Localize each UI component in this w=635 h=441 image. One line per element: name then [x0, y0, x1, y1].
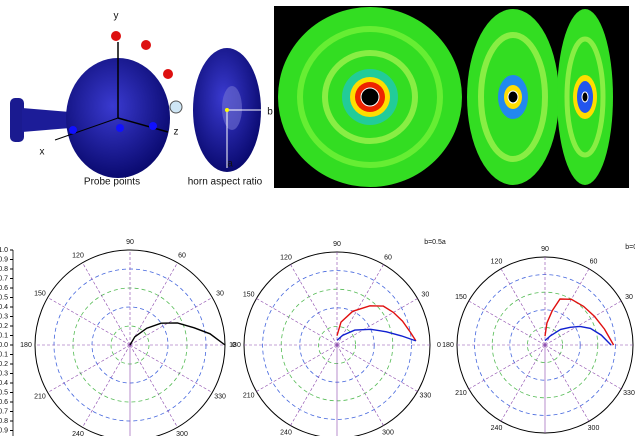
angle-label: 150: [243, 291, 255, 298]
r-tick-label: 0.6: [0, 285, 8, 292]
r-tick-label: 0.9: [0, 427, 8, 434]
angle-label: 120: [72, 253, 84, 260]
angle-label: 300: [588, 425, 600, 432]
r-tick-label: 0.0: [0, 342, 8, 349]
angle-label: 330: [623, 390, 635, 397]
spoke: [130, 298, 212, 346]
angle-label: 90: [541, 246, 549, 253]
spoke: [83, 345, 131, 427]
spoke: [83, 263, 131, 345]
angle-label: 60: [178, 253, 186, 260]
spoke: [291, 345, 338, 426]
r-tick-label: 0.1: [0, 332, 8, 339]
figure: y x z b a Probe points horn aspect ratio…: [0, 0, 635, 436]
r-tick-label: 0.4: [0, 304, 8, 311]
angle-label: 90: [333, 241, 341, 248]
dim-a-label: a: [227, 159, 233, 170]
caption: Probe points: [84, 177, 140, 188]
angle-label: 120: [491, 259, 503, 266]
r-tick-label: 0.1: [0, 351, 8, 358]
spoke: [48, 298, 130, 346]
angle-label: 60: [384, 254, 392, 261]
angle-label: 30: [421, 291, 429, 298]
series-line: [337, 306, 416, 341]
caption: horn aspect ratio: [188, 177, 263, 188]
angle-label: 0: [437, 342, 441, 349]
r-tick-label: 0.2: [0, 361, 8, 368]
angle-label: 300: [382, 429, 394, 436]
r-tick-label: 0.3: [0, 370, 8, 377]
spoke: [256, 345, 337, 392]
r-tick-label: 0.9: [0, 256, 8, 263]
angle-label: 300: [176, 431, 188, 436]
r-tick-label: 0.5: [0, 389, 8, 396]
r-tick-label: 0.7: [0, 408, 8, 415]
r-tick-label: 0.3: [0, 313, 8, 320]
angle-label: 150: [455, 294, 467, 301]
spoke: [501, 269, 545, 345]
axis-y-label: y: [114, 11, 119, 22]
r-tick-label: 0.5: [0, 294, 8, 301]
spoke: [291, 264, 338, 345]
angle-label: 210: [455, 390, 467, 397]
angle-label: 240: [280, 429, 292, 436]
angle-label: 210: [243, 392, 255, 399]
spoke: [337, 345, 418, 392]
spoke: [130, 345, 178, 427]
angle-label: 240: [491, 425, 503, 432]
angle-label: 30: [625, 294, 633, 301]
angle-label: 150: [34, 290, 46, 297]
axis-z-label: z: [174, 127, 179, 138]
annotation: b=0.25a: [625, 244, 635, 251]
spoke: [48, 345, 130, 393]
r-tick-label: 0.2: [0, 323, 8, 330]
r-tick-label: 0.6: [0, 399, 8, 406]
r-tick-label: 1.0: [0, 247, 8, 254]
r-tick-label: 0.8: [0, 266, 8, 273]
series-line: [130, 323, 225, 345]
angle-label: 180: [442, 342, 454, 349]
angle-label: 30: [216, 290, 224, 297]
angle-label: 210: [34, 393, 46, 400]
series-line: [545, 326, 611, 345]
annotation: b=0.5a: [424, 239, 446, 246]
spoke: [545, 345, 621, 389]
spoke: [130, 263, 178, 345]
spoke: [337, 264, 384, 345]
r-tick-label: 0.8: [0, 418, 8, 425]
spoke: [501, 345, 545, 421]
spoke: [545, 345, 589, 421]
r-tick-label: 0.4: [0, 380, 8, 387]
angle-label: 120: [280, 254, 292, 261]
angle-label: 240: [72, 431, 84, 436]
axis-x-label: x: [40, 147, 45, 158]
spoke: [256, 299, 337, 346]
spoke: [337, 345, 384, 426]
spoke: [545, 269, 589, 345]
r-tick-label: 0.7: [0, 275, 8, 282]
spoke: [469, 301, 545, 345]
angle-label: 90: [126, 239, 134, 246]
dim-b-label: b: [267, 107, 273, 118]
angle-label: 60: [590, 259, 598, 266]
horn-illustration: [10, 31, 262, 178]
angle-label: 180: [20, 342, 32, 349]
spoke: [130, 345, 212, 393]
angle-label: 330: [214, 393, 226, 400]
field-pattern-panel: [274, 6, 629, 188]
angle-label: 330: [419, 392, 431, 399]
angle-label: 180: [229, 342, 241, 349]
spoke: [469, 345, 545, 389]
